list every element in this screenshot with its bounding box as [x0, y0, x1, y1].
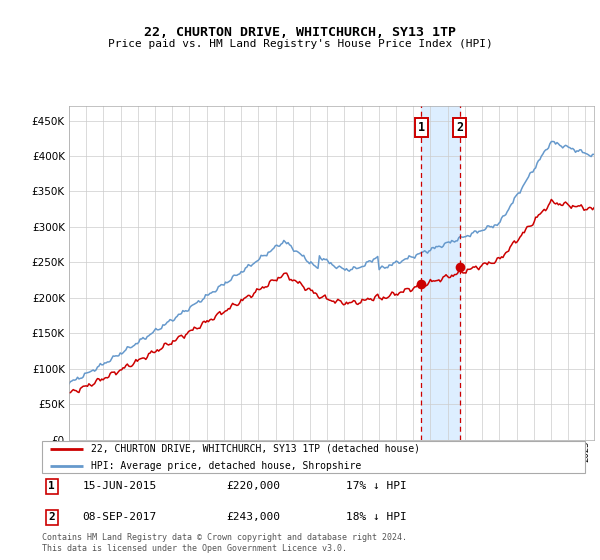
Text: 1: 1 [418, 122, 425, 134]
Text: 1: 1 [49, 482, 55, 491]
Text: 22, CHURTON DRIVE, WHITCHURCH, SY13 1TP (detached house): 22, CHURTON DRIVE, WHITCHURCH, SY13 1TP … [91, 444, 420, 454]
Bar [421, 106, 460, 440]
Text: Price paid vs. HM Land Registry's House Price Index (HPI): Price paid vs. HM Land Registry's House … [107, 39, 493, 49]
Text: 17% ↓ HPI: 17% ↓ HPI [346, 482, 407, 491]
Text: 08-SEP-2017: 08-SEP-2017 [83, 512, 157, 522]
Text: 18% ↓ HPI: 18% ↓ HPI [346, 512, 407, 522]
Text: £220,000: £220,000 [227, 482, 281, 491]
Text: 2: 2 [456, 122, 463, 134]
Text: HPI: Average price, detached house, Shropshire: HPI: Average price, detached house, Shro… [91, 461, 361, 471]
Text: Contains HM Land Registry data © Crown copyright and database right 2024.
This d: Contains HM Land Registry data © Crown c… [42, 533, 407, 553]
Text: £243,000: £243,000 [227, 512, 281, 522]
Text: 2: 2 [49, 512, 55, 522]
FancyBboxPatch shape [42, 441, 585, 473]
Text: 15-JUN-2015: 15-JUN-2015 [83, 482, 157, 491]
Text: 22, CHURTON DRIVE, WHITCHURCH, SY13 1TP: 22, CHURTON DRIVE, WHITCHURCH, SY13 1TP [144, 26, 456, 39]
